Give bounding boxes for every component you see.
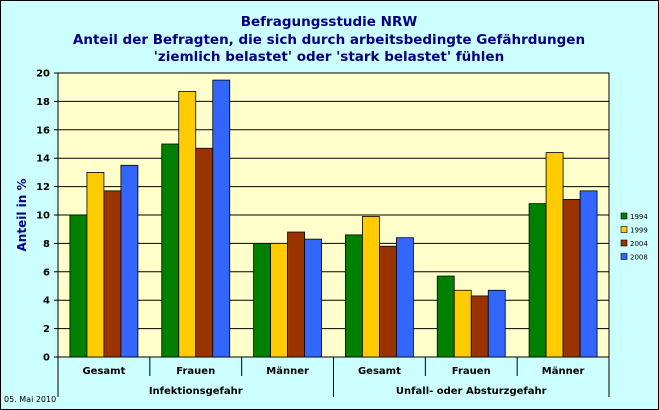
bar-2004-1 xyxy=(103,190,122,358)
bar-1999-4 xyxy=(362,216,380,358)
bar-2008-6 xyxy=(579,190,598,358)
bar-1994-6 xyxy=(528,203,547,358)
legend-swatch-1994 xyxy=(620,212,628,220)
y-tick-label: 2 xyxy=(43,324,50,335)
y-tick-label: 6 xyxy=(43,267,50,278)
y-tick-label: 8 xyxy=(43,239,50,250)
bar-1999-6 xyxy=(545,152,564,358)
y-tick-label: 20 xyxy=(36,69,50,80)
legend-label-2008: 2008 xyxy=(630,254,648,262)
x-axis: Gesamt Frauen Männer Gesamt Frauen Männer Infe… xyxy=(57,357,610,397)
bar-2004-6 xyxy=(562,198,581,358)
y-tick-label: 4 xyxy=(43,296,50,307)
chart-title-line-1: Befragungsstudie NRW xyxy=(241,14,418,30)
legend: 1994 1999 2004 2008 xyxy=(617,210,655,262)
y-tick-label: 0 xyxy=(43,353,50,364)
x-category-label: Männer xyxy=(542,366,585,377)
y-axis-label: Anteil in % xyxy=(15,179,29,252)
bars xyxy=(69,79,598,358)
bar-2004-3 xyxy=(287,231,305,358)
y-axis-ticks: 0 2 4 6 8 10 12 14 16 18 20 xyxy=(36,69,58,364)
bar-2008-4 xyxy=(396,237,414,358)
x-category-label: Frauen xyxy=(452,366,491,377)
bar-2004-4 xyxy=(379,245,397,358)
y-tick-label: 14 xyxy=(36,154,50,165)
y-tick-label: 16 xyxy=(36,125,50,136)
bar-1994-5 xyxy=(436,275,455,358)
x-category-label: Gesamt xyxy=(82,366,125,377)
bar-2004-2 xyxy=(195,147,214,358)
legend-swatch-2008 xyxy=(620,253,628,260)
x-category-label: Frauen xyxy=(176,366,215,377)
bar-2008-3 xyxy=(304,238,322,358)
bar-1994-4 xyxy=(345,234,363,358)
bar-1999-1 xyxy=(86,171,105,358)
bar-1999-2 xyxy=(178,91,197,358)
legend-label-2004: 2004 xyxy=(630,240,648,248)
x-group-label: Unfall- oder Absturzgefahr xyxy=(396,386,547,397)
bar-1994-3 xyxy=(253,242,271,358)
x-group-label: Infektionsgefahr xyxy=(149,386,243,397)
y-tick-label: 10 xyxy=(36,211,50,222)
legend-label-1994: 1994 xyxy=(630,213,648,221)
bar-1994-1 xyxy=(69,214,88,358)
x-category-label: Gesamt xyxy=(358,366,401,377)
bar-1999-3 xyxy=(270,242,288,358)
y-tick-label: 12 xyxy=(36,182,50,193)
bar-1999-5 xyxy=(453,289,472,358)
gridlines xyxy=(58,100,609,330)
bar-2008-2 xyxy=(212,79,231,358)
bar-2008-1 xyxy=(120,164,139,358)
chart-title-line-2: Anteil der Befragten, die sich durch arb… xyxy=(73,32,585,48)
bar-1994-2 xyxy=(161,143,180,358)
footer-date: 05. Mai 2010 xyxy=(4,395,56,404)
chart-title-line-3: 'ziemlich belastet' oder 'stark belastet… xyxy=(154,49,504,65)
y-tick-label: 18 xyxy=(36,97,50,108)
bar-2008-5 xyxy=(487,289,506,358)
x-category-label: Männer xyxy=(266,366,309,377)
legend-label-1999: 1999 xyxy=(630,227,648,235)
bar-2004-5 xyxy=(470,295,489,358)
legend-swatch-2004 xyxy=(620,239,628,247)
legend-swatch-1999 xyxy=(620,226,628,233)
